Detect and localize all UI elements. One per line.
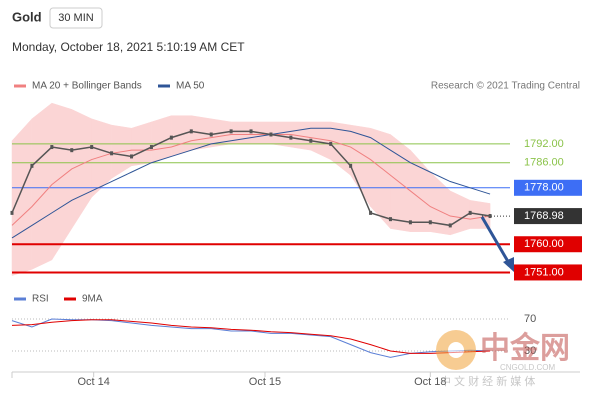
level-label: 1751.00 [524,266,564,278]
price-candle [130,154,134,159]
level-box [514,179,582,196]
price-candle [189,129,193,134]
price-candle [428,220,432,225]
level-box [514,208,582,225]
level-box [514,236,582,253]
price-candle [349,163,353,168]
x-tick-label: Oct 15 [249,376,281,388]
price-candle [309,138,313,143]
price-candle [468,210,472,215]
price-candle [149,145,153,150]
price-candle [90,145,94,150]
rsi-line [11,319,491,354]
watermark-title: 中金网 [480,331,570,365]
price-candle [110,151,114,156]
rsi-tick-label: 70 [524,313,536,325]
price-candle [50,145,54,150]
price-candle [229,129,233,134]
watermark-url: CNGOLD.COM [500,363,555,372]
ma-line [11,133,491,226]
subtitle: Monday, October 18, 2021 5:10:19 AM CET [12,40,245,54]
price-candle [269,132,273,137]
price-candle [369,210,373,215]
price-candle [10,210,14,215]
forecast-arrow [480,216,512,266]
watermark-logo-inner [448,342,464,358]
x-tick-label: Oct 18 [414,376,446,388]
x-tick-label: Oct 14 [77,376,109,388]
rsi-legend-label: RSI [32,294,49,305]
timeframe[interactable]: 30 MIN [58,12,94,24]
forecast-arrowhead [503,257,514,272]
price-candle [388,217,392,222]
price-candle [289,135,293,140]
price-candle [70,148,74,153]
level-label: 1760.00 [524,238,564,250]
legend-label: MA 50 [176,81,205,92]
rsi-legend-label: 9MA [82,294,103,305]
source: Research © 2021 Trading Central [431,81,580,92]
level-label: 1792.00 [524,138,564,150]
level-label: 1786.00 [524,157,564,169]
rsi-tick-label: 30 [524,345,536,357]
watermark-tagline: 中 文 财 经 新 媒 体 [440,374,535,388]
watermark: 中金网 CNGOLD.COM 中 文 财 经 新 媒 体 [436,330,570,388]
price-candle [209,132,213,137]
legend-label: MA 20 + Bollinger Bands [32,81,142,92]
level-box [514,264,582,281]
chart-title: Gold [12,9,42,24]
price-candle [249,129,253,134]
price-candle [169,135,173,140]
price-candle [408,220,412,225]
level-label: 1778.00 [524,182,564,194]
bollinger-band [11,118,33,276]
ma-line [11,127,491,239]
price-candle [488,214,492,219]
price-candle [30,163,34,168]
price-candle [448,223,452,228]
level-label: 1768.98 [524,210,564,222]
timeframe-box[interactable] [49,7,103,29]
price-candle [329,141,333,146]
